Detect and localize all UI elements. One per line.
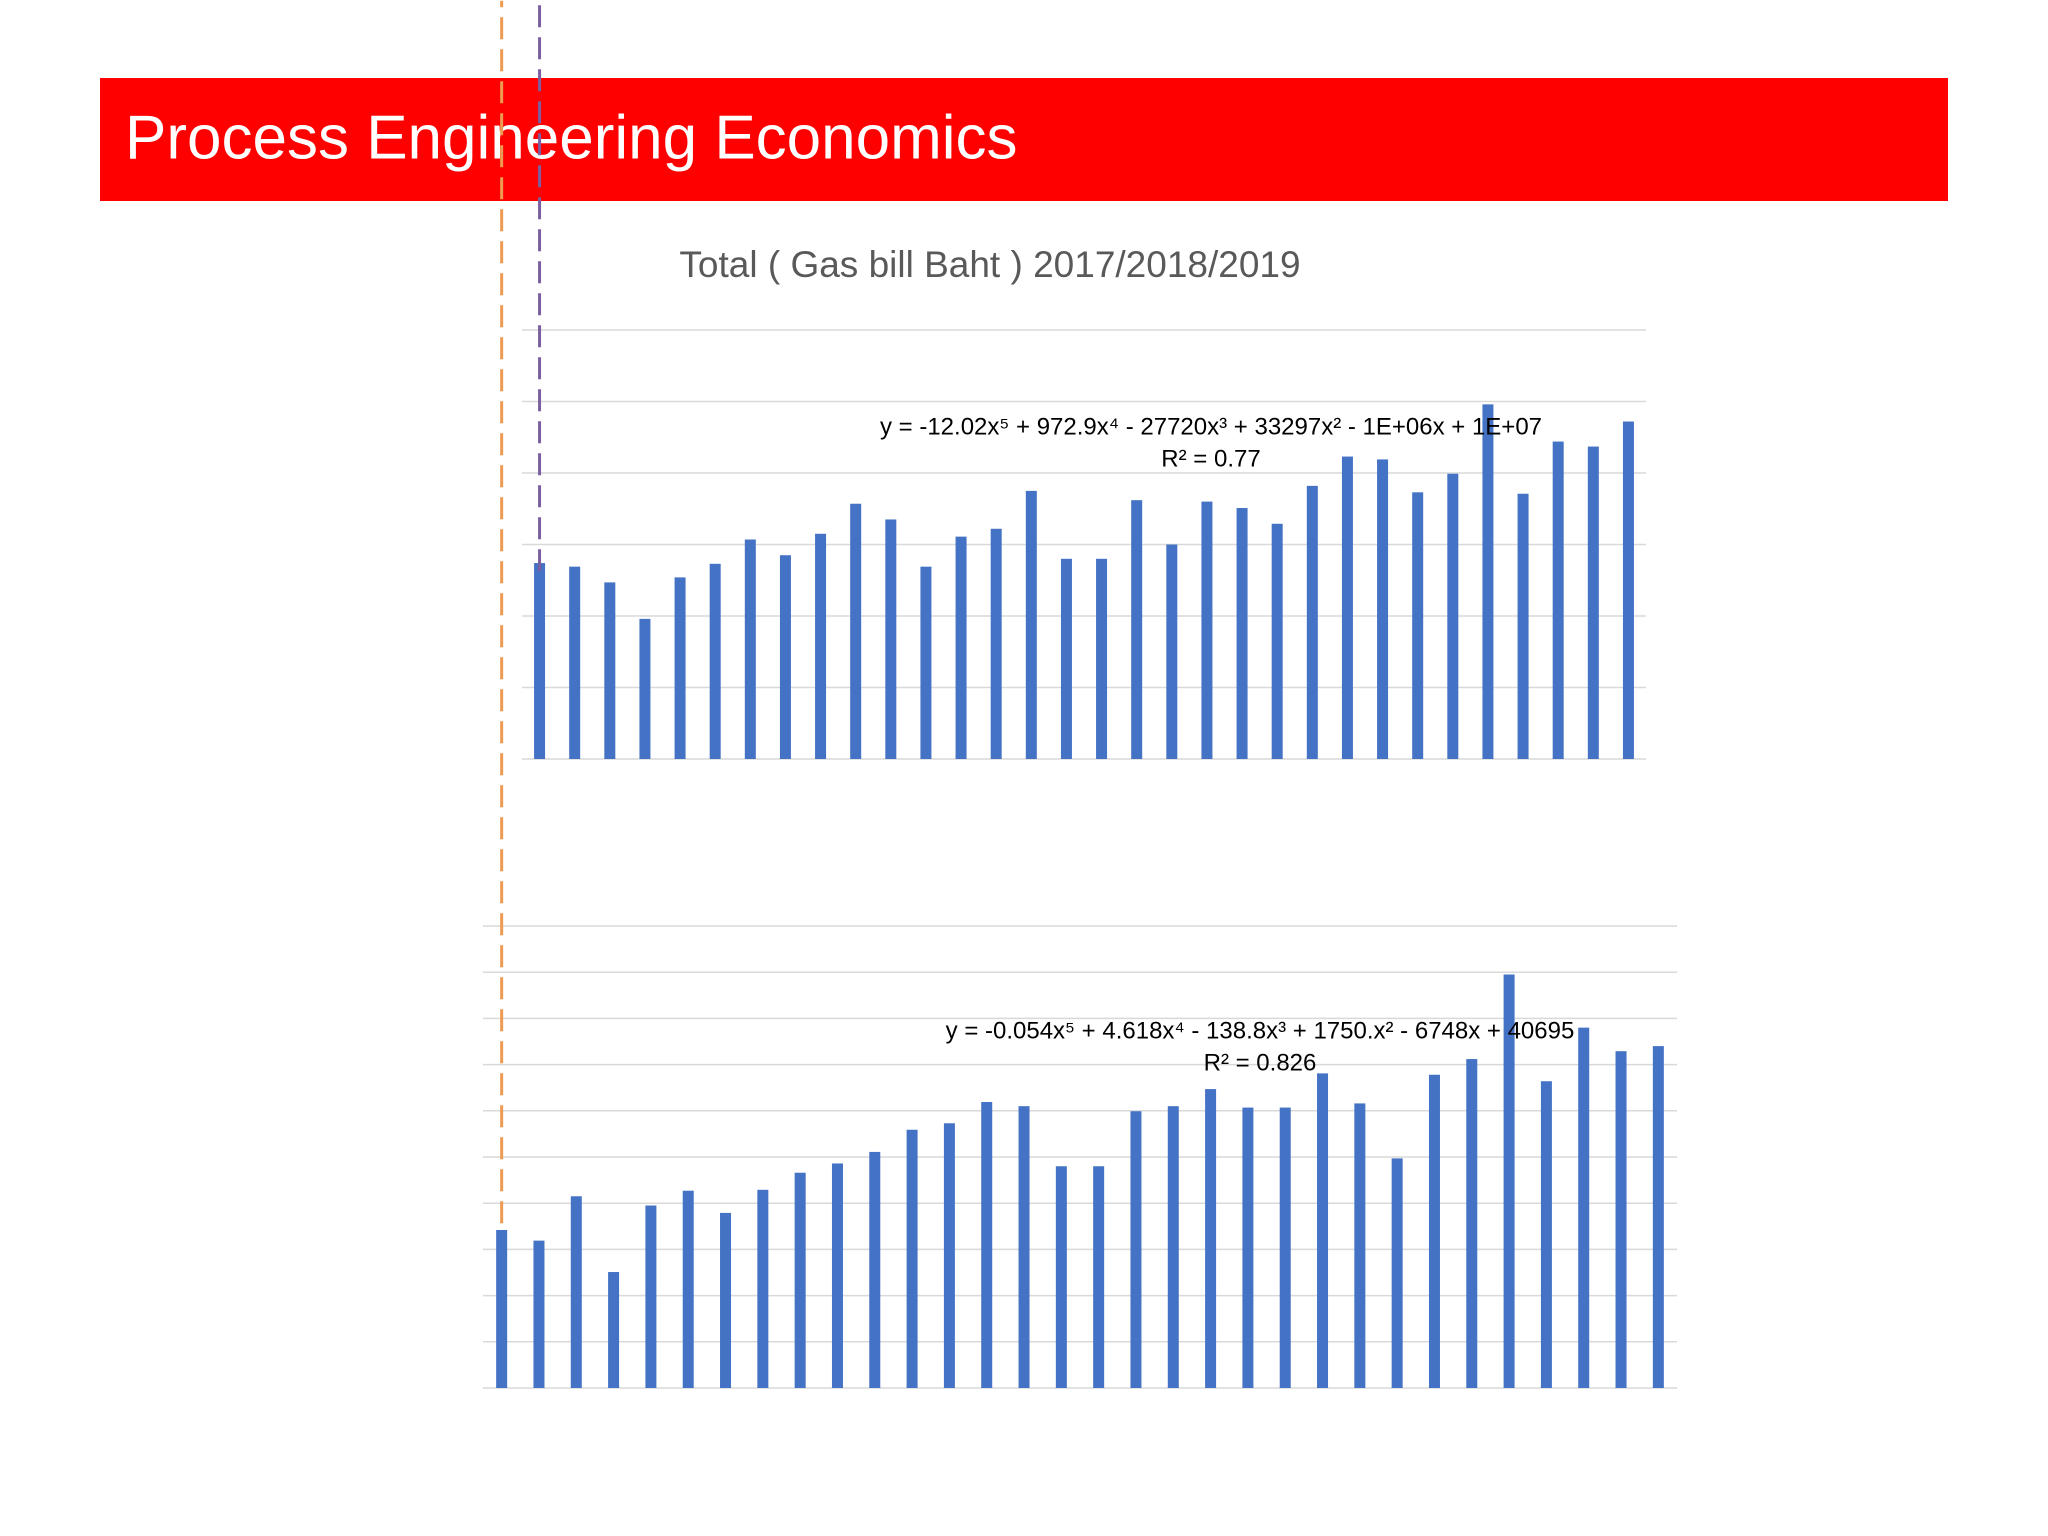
bar [1354,1103,1366,1388]
trendline-r-squared: R² = 0.77 [1161,445,1260,472]
bar [779,555,791,759]
bar [744,539,756,759]
bar [1018,1106,1030,1388]
bar [1025,490,1037,759]
bar [943,1123,955,1388]
bar [1093,1166,1105,1388]
chart-title: Total ( Gas bill Baht ) 2017/2018/2019 [679,244,1300,285]
bar [815,533,827,759]
bar [1622,421,1634,759]
bar [981,1102,993,1388]
bar [1447,473,1459,759]
bar [1578,1027,1590,1388]
bar [645,1205,657,1388]
bar [604,582,616,759]
bar [1242,1107,1254,1388]
bar [990,528,1002,759]
bar [1236,508,1248,759]
bar [1428,1074,1440,1388]
trendline-equation: y = -0.054x⁵ + 4.618x⁴ - 138.8x³ + 1750.… [946,1017,1575,1044]
trendline-equation: y = -12.02x⁵ + 972.9x⁴ - 27720x³ + 33297… [880,413,1542,440]
bar [1517,493,1529,759]
bar [850,503,862,759]
bar [533,1240,545,1388]
bar [885,519,897,759]
bar [682,1190,694,1388]
bar [1615,1051,1627,1388]
bar [1201,501,1213,759]
bar [1060,558,1072,759]
bar [1306,485,1318,759]
bar [1341,456,1353,759]
bar [1131,500,1143,759]
bar [1466,1059,1478,1388]
bar [906,1129,918,1388]
title-banner [100,78,1948,201]
bar [1540,1081,1552,1388]
bar [869,1151,881,1388]
bar [1205,1089,1217,1388]
slide-title: Process Engineering Economics [125,103,1018,172]
bar [1587,446,1599,759]
bar [1377,459,1389,759]
bar [639,618,651,759]
bar [1317,1073,1329,1388]
bar [831,1163,843,1388]
bar [496,1229,508,1388]
bar [709,563,721,759]
bar [920,566,932,759]
bar [794,1172,806,1388]
bar [1482,404,1494,759]
bar [570,1196,582,1388]
trendline-r-squared: R² = 0.826 [1204,1049,1317,1076]
bar [1652,1046,1664,1388]
bar [534,563,546,759]
bar [1055,1166,1067,1388]
bar [1166,544,1178,759]
bar [1096,558,1108,759]
bar [1552,441,1564,759]
bar [720,1212,732,1388]
bar [674,577,686,759]
bar [1412,492,1424,759]
bar [1279,1107,1291,1388]
bar [757,1189,769,1388]
bar [1130,1111,1142,1388]
bar [1271,523,1283,759]
bar [955,536,967,759]
bar [608,1272,620,1388]
bar [1391,1158,1403,1388]
bar [569,566,581,759]
bar [1503,974,1515,1388]
bar [1167,1106,1179,1388]
